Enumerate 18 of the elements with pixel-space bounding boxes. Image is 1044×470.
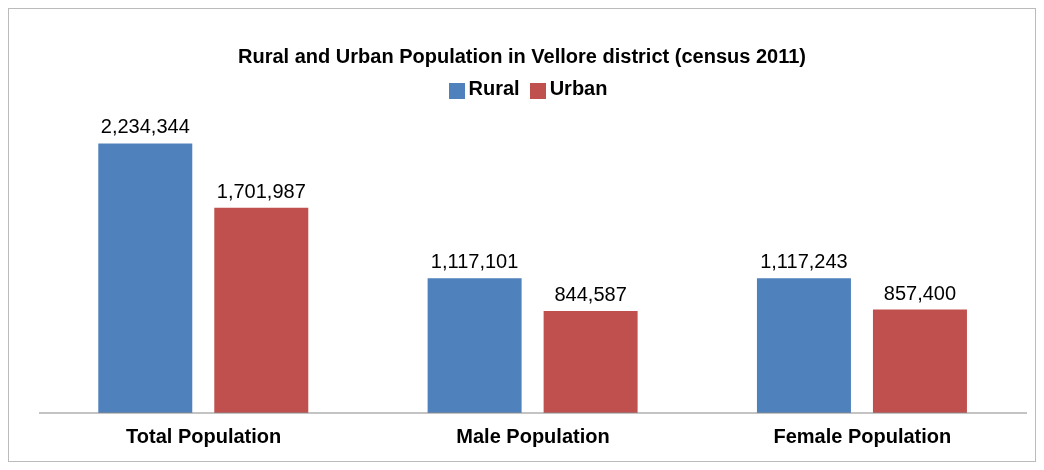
x-tick-label: Total Population	[126, 425, 282, 448]
data-label: 1,701,987	[216, 179, 306, 202]
data-label: 1,117,243	[760, 250, 848, 273]
legend-label: Rural	[468, 77, 520, 99]
bar	[98, 143, 193, 413]
x-tick-label: Male Population	[456, 425, 610, 448]
bar	[756, 278, 851, 413]
data-label: 1,117,101	[430, 250, 519, 273]
bar	[543, 311, 638, 413]
data-label: 857,400	[883, 281, 957, 304]
chart-title: Rural and Urban Population in Vellore district (census 2011)	[237, 45, 807, 69]
data-label: 2,234,344	[100, 115, 190, 138]
data-label: 844,587	[554, 283, 627, 306]
x-tick-label: Female Population	[773, 425, 952, 448]
bar	[214, 207, 309, 413]
bar	[427, 278, 522, 413]
bar	[872, 309, 967, 413]
legend-label: Urban	[549, 77, 608, 99]
